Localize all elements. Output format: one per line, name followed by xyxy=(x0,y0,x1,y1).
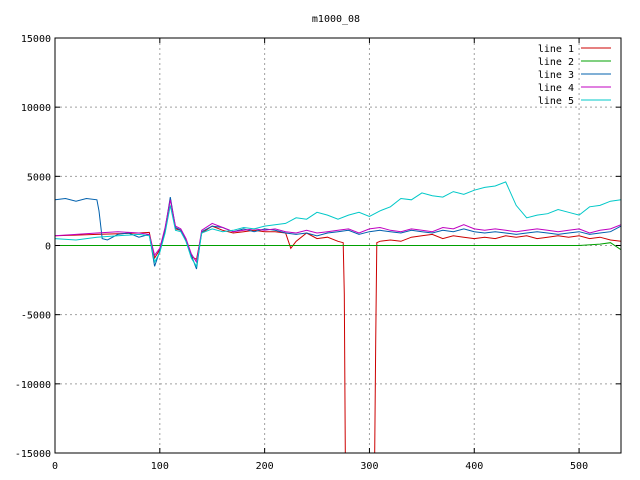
series-line-1 xyxy=(55,198,621,453)
legend-label: line 2 xyxy=(538,57,574,68)
x-tick-label: 300 xyxy=(360,461,378,472)
legend-label: line 1 xyxy=(538,44,574,55)
x-tick-label: 500 xyxy=(570,461,588,472)
x-tick-label: 200 xyxy=(256,461,274,472)
y-tick-label: 5000 xyxy=(27,172,51,183)
series-group xyxy=(55,181,621,453)
legend-label: line 5 xyxy=(538,96,574,107)
y-tick-label: -10000 xyxy=(15,380,51,391)
x-tick-label: 0 xyxy=(52,461,58,472)
y-tick-label: 10000 xyxy=(21,103,51,114)
axes: 0 100 200 300 400 500 -15000 -10000 -5000 0 5000 10… xyxy=(15,34,621,472)
x-tick-label: 100 xyxy=(151,461,169,472)
y-tick-label: 15000 xyxy=(21,34,51,45)
legend-label: line 4 xyxy=(538,83,574,94)
x-tick-label: 400 xyxy=(465,461,483,472)
chart-title: m1000_08 xyxy=(312,14,360,25)
y-tick-label: -15000 xyxy=(15,449,51,460)
series-line-4 xyxy=(55,199,621,264)
series-line-2 xyxy=(55,242,621,251)
legend-label: line 3 xyxy=(538,70,574,81)
legend: line 1 line 2 line 3 line 4 line 5 xyxy=(538,44,611,107)
y-tick-label: -5000 xyxy=(21,311,51,322)
series-line-5 xyxy=(55,181,621,268)
series-line-3 xyxy=(55,197,621,270)
y-tick-label: 0 xyxy=(45,242,51,253)
